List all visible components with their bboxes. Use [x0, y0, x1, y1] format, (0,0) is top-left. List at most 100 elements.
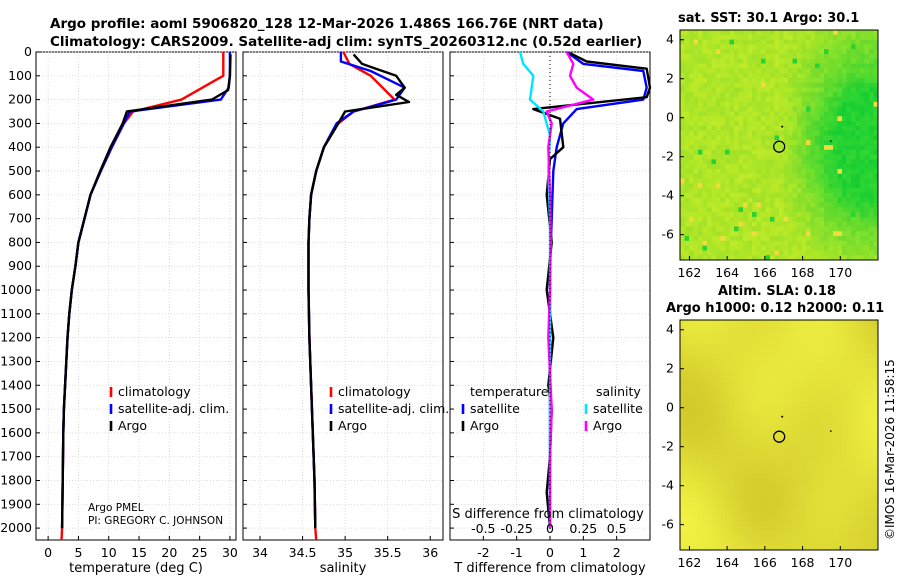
sst-map-cell	[873, 212, 879, 218]
sla-map-cell	[869, 497, 874, 503]
sla-map-cell	[815, 473, 820, 479]
sla-map-cell	[783, 334, 789, 340]
sst-map-cell	[711, 68, 717, 74]
sst-map-cell	[702, 178, 708, 184]
sst-map-cell	[828, 44, 834, 50]
sst-map-cell	[684, 212, 690, 218]
sst-map-cell	[693, 168, 699, 175]
sla-map-cell	[792, 358, 798, 364]
sst-map-cell	[788, 255, 793, 261]
sst-map-cell	[684, 135, 690, 141]
sla-map-cell	[828, 401, 834, 407]
sst-map-cell	[774, 101, 780, 108]
sst-map-cell	[684, 49, 690, 55]
sla-map-cell	[837, 320, 843, 326]
sst-map-cell	[770, 111, 775, 117]
sla-map-cell	[824, 492, 829, 498]
sla-map-cell	[738, 343, 744, 350]
sst-map-cell	[842, 53, 847, 60]
sst-map-cell	[779, 92, 784, 98]
sst-map-cell	[792, 130, 798, 136]
sla-map-cell	[761, 511, 766, 517]
sst-map-cell	[783, 226, 789, 232]
sla-map-cell	[707, 439, 712, 445]
sla-map-cell	[734, 320, 739, 326]
sst-map-cell	[720, 130, 726, 136]
sst-map-cell	[689, 226, 694, 232]
sla-map-cell	[851, 540, 856, 546]
sst-map-cell	[693, 77, 699, 84]
sst-map-cell	[711, 231, 717, 237]
sst-map-cell	[747, 250, 753, 256]
sst-map-cell	[810, 87, 816, 93]
sst-map-cell	[707, 183, 712, 189]
sla-map-cell	[707, 473, 712, 479]
sst-map-cell	[743, 245, 748, 251]
sst-map-cell	[779, 97, 784, 103]
sst-map-cell	[738, 44, 744, 50]
sla-map-cell	[738, 358, 744, 364]
sst-map-cell	[680, 173, 685, 179]
sst-map-cell	[873, 145, 879, 151]
sla-map-cell	[824, 372, 829, 378]
sla-map-cell	[698, 391, 703, 398]
sst-map-cell	[702, 111, 708, 117]
sst-map-cell	[684, 145, 690, 151]
sst-map-cell	[684, 58, 690, 64]
sla-map-cell	[873, 382, 879, 388]
sla-map-cell	[707, 444, 712, 450]
sla-map-cell	[698, 334, 703, 340]
sla-map-cell	[752, 526, 757, 532]
sst-map-cell	[837, 145, 843, 151]
sst-map-cell	[761, 53, 766, 60]
sla-map-cell	[720, 502, 726, 508]
sla-map-cell	[819, 540, 825, 546]
sla-map-cell	[684, 545, 690, 551]
sla-map-cell	[770, 492, 775, 498]
sst-map-cell	[833, 140, 838, 146]
sst-map-cell	[783, 92, 789, 98]
sla-map-cell	[801, 468, 807, 474]
sst-map-cell	[684, 178, 690, 184]
sst-map-cell	[779, 135, 784, 141]
sst-map-cell	[851, 116, 856, 122]
sst-map-cell	[828, 173, 834, 179]
sst-map-cell	[765, 154, 771, 160]
sst-map-cell	[716, 135, 721, 141]
sst-map-cell	[707, 140, 712, 146]
sla-map-cell	[864, 502, 870, 508]
sst-map-cell	[837, 68, 843, 74]
sst-map-cell	[828, 87, 834, 93]
sst-map-cell	[725, 39, 730, 45]
sla-map-cell	[765, 430, 771, 436]
sst-map-cell	[815, 77, 820, 84]
sla-map-cell	[797, 530, 802, 537]
sla-map-cell	[698, 521, 703, 527]
sla-map-cell	[711, 396, 717, 402]
sla-map-cell	[684, 535, 690, 541]
sla-map-cell	[864, 420, 870, 426]
sla-map-cell	[756, 382, 762, 388]
sla-map-cell	[770, 463, 775, 469]
sst-map-cell	[837, 236, 843, 242]
sla-map-cell	[747, 454, 753, 460]
sla-map-cell	[864, 492, 870, 498]
difference-s-tick-label: 0	[546, 521, 554, 536]
sla-map-cell	[837, 473, 843, 479]
sst-map-cell	[720, 145, 726, 151]
sla-map-cell	[819, 391, 825, 398]
sla-map-cell	[752, 497, 757, 503]
sst-map-cell	[711, 183, 717, 189]
sst-map-cell	[684, 240, 690, 247]
sla-map-cell	[720, 439, 726, 445]
sla-map-cell	[725, 334, 730, 340]
sst-map-cell	[716, 82, 721, 88]
sst-map-cell	[846, 216, 852, 223]
sst-map-cell	[837, 149, 843, 155]
sst-map-cell	[792, 188, 798, 194]
sst-map-cell	[864, 173, 870, 179]
sst-map-cell	[869, 121, 874, 127]
sla-map-cell	[752, 454, 757, 460]
sla-map-cell	[684, 425, 690, 431]
